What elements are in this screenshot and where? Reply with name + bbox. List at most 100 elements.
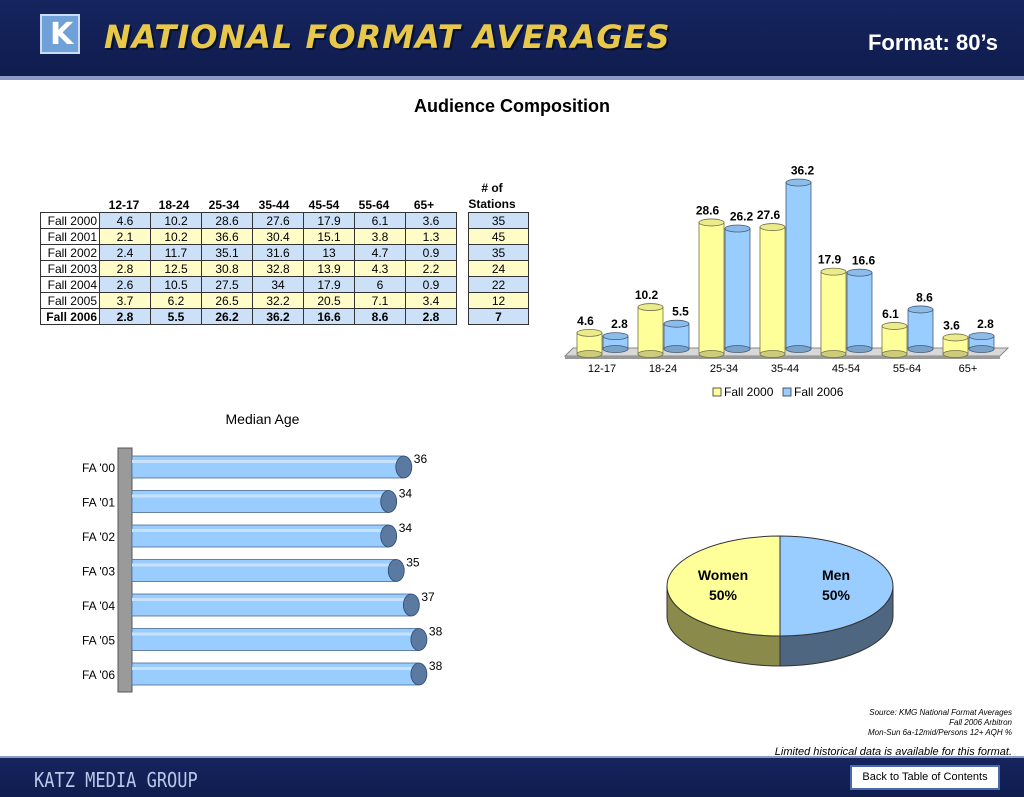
table-cell: 17.9 (303, 212, 355, 229)
bar-base (637, 350, 664, 358)
bar-base (663, 345, 690, 353)
stations-header-line1: # of (481, 181, 503, 195)
row-label: Fall 2000 (40, 212, 100, 229)
table-cell: 26.5 (201, 292, 253, 309)
bar-end (380, 490, 398, 513)
table-cell: 0.9 (405, 276, 457, 293)
table-row: Fall 2000 4.6 10.2 28.6 27.6 17.9 6.1 3.6 35 (40, 212, 529, 229)
footer-stripe (0, 756, 1024, 758)
stations-header: # of Stations (462, 180, 522, 212)
bar (785, 182, 812, 350)
pie-slice (666, 535, 781, 637)
bar-base (820, 350, 847, 358)
table-cell: 10.2 (150, 212, 202, 229)
bar (131, 593, 412, 617)
pie-value-label: 50% (709, 587, 738, 603)
table-cell: 13.9 (303, 260, 355, 277)
table-gap (456, 228, 469, 245)
row-label: Fall 2004 (40, 276, 100, 293)
data-label: 10.2 (635, 288, 659, 302)
bar (724, 228, 751, 350)
table-row: Fall 2001 2.1 10.2 36.6 30.4 15.1 3.8 1.3 45 (40, 228, 529, 245)
y-tick-label: FA '04 (82, 599, 115, 613)
data-label: 8.6 (916, 290, 933, 304)
x-tick-label: 35-44 (771, 363, 799, 375)
median-age-title: Median Age (225, 411, 300, 427)
bar-highlight (132, 494, 389, 498)
chart-wall (117, 447, 133, 693)
table-cell: 20.5 (303, 292, 355, 309)
bar-highlight (132, 632, 419, 636)
table-cell: 2.8 (99, 260, 151, 277)
bar-top (881, 322, 908, 330)
bar-top (942, 333, 969, 342)
bar (131, 490, 390, 513)
data-label: 5.5 (672, 305, 689, 319)
bar-base (698, 350, 725, 358)
bar (820, 271, 847, 355)
data-label: 3.6 (943, 318, 960, 332)
table-cell: 6.1 (354, 212, 406, 229)
table-column-header: 35-44 (258, 198, 290, 212)
bar-base (907, 345, 934, 353)
format-label: Format: 80’s (867, 30, 998, 55)
header-stripe (0, 76, 1024, 80)
company-name: KATZ MEDIA GROUP (34, 768, 198, 792)
table-row: Fall 2006 2.8 5.5 26.2 36.2 16.6 8.6 2.8 7 (40, 308, 529, 325)
table-cell: 4.6 (99, 212, 151, 229)
legend-swatch (712, 387, 722, 397)
bar-top (576, 328, 603, 337)
bar-top (724, 224, 751, 233)
table-cell: 3.6 (405, 212, 457, 229)
bar-highlight (132, 563, 397, 567)
data-label: 27.6 (757, 208, 781, 222)
page-title: Audience Composition (413, 96, 610, 116)
table-cell: 10.5 (150, 276, 202, 293)
x-tick-label: 18-24 (649, 363, 677, 375)
table-gap (456, 308, 469, 325)
source-line: Fall 2006 Arbitron (949, 718, 1012, 727)
table-gap (456, 292, 469, 309)
bar (637, 306, 664, 355)
pie-slice (779, 535, 894, 637)
bar-highlight (132, 667, 419, 670)
table-cell: 5.5 (150, 308, 202, 325)
data-label: 34 (399, 487, 413, 501)
bar-base (602, 345, 629, 353)
pie-label: Men (822, 567, 850, 583)
table-cell: 1.3 (405, 228, 457, 245)
bar-top (698, 218, 725, 227)
table-cell: 12.5 (150, 260, 202, 277)
table-cell: 6.2 (150, 292, 202, 309)
table-cell: 16.6 (303, 308, 355, 325)
bar (759, 226, 786, 355)
bar-highlight (132, 529, 389, 532)
data-label: 17.9 (818, 253, 842, 267)
bar-base (846, 345, 873, 353)
stations-cell: 45 (468, 228, 529, 245)
bar-top (820, 267, 847, 276)
back-to-contents-button[interactable]: Back to Table of Contents (850, 765, 1000, 790)
y-tick-label: FA '00 (82, 461, 115, 475)
data-label: 34 (399, 521, 413, 535)
bar-base (576, 350, 603, 358)
logo-letter: K (50, 17, 74, 52)
data-label: 38 (429, 625, 443, 639)
row-label: Fall 2006 (40, 308, 100, 325)
bar (907, 309, 934, 350)
data-label: 35 (406, 556, 420, 570)
data-label: 2.8 (611, 317, 628, 331)
x-tick-label: 45-54 (832, 363, 860, 375)
bar-top (785, 178, 812, 187)
bar (846, 272, 873, 350)
data-label: 6.1 (882, 307, 899, 321)
y-tick-label: FA '02 (82, 530, 115, 544)
row-label: Fall 2003 (40, 260, 100, 277)
y-tick-label: FA '01 (82, 496, 115, 510)
table-cell: 3.4 (405, 292, 457, 309)
table-gap (456, 212, 469, 229)
x-tick-label: 12-17 (588, 363, 616, 375)
y-tick-label: FA '03 (82, 565, 115, 579)
bar-top (637, 303, 664, 311)
x-tick-label: 55-64 (893, 363, 921, 375)
